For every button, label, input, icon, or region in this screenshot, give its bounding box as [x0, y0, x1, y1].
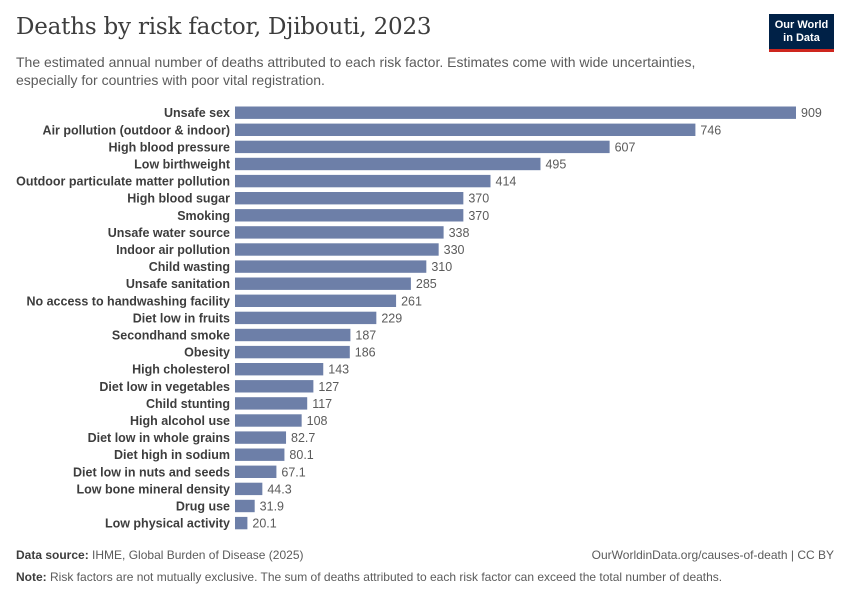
bar[interactable] — [235, 431, 287, 444]
bar[interactable] — [235, 414, 302, 427]
category-label: Outdoor particulate matter pollution — [16, 175, 230, 189]
bar[interactable] — [235, 243, 439, 256]
bar[interactable] — [235, 123, 696, 136]
data-source: Data source: IHME, Global Burden of Dise… — [16, 548, 303, 562]
category-label: Child stunting — [146, 397, 230, 411]
value-label: 187 — [355, 329, 376, 343]
value-label: 67.1 — [281, 465, 305, 479]
category-label: High alcohol use — [130, 414, 230, 428]
value-label: 414 — [496, 175, 517, 189]
category-label: Smoking — [177, 209, 230, 223]
logo-line-2: in Data — [783, 32, 820, 44]
category-label: Diet low in nuts and seeds — [73, 465, 230, 479]
value-label: 44.3 — [267, 482, 291, 496]
value-label: 117 — [312, 397, 332, 411]
value-label: 20.1 — [252, 517, 276, 531]
note-text: Risk factors are not mutually exclusive.… — [50, 570, 723, 584]
value-label: 495 — [545, 158, 566, 172]
bar[interactable] — [235, 482, 263, 496]
chart-title: Deaths by risk factor, Djibouti, 2023 — [16, 14, 432, 40]
bar-chart: Unsafe sex 909 Air pollution (outdoor & in… — [16, 106, 822, 531]
note-label: Note: — [16, 570, 47, 584]
category-label: Unsafe sex — [164, 106, 230, 120]
bar[interactable] — [235, 345, 350, 359]
bar[interactable] — [235, 380, 314, 393]
bar[interactable] — [235, 499, 255, 513]
bar[interactable] — [235, 311, 377, 325]
bar[interactable] — [235, 157, 541, 171]
license-text: | CC BY — [787, 548, 834, 562]
bar[interactable] — [235, 174, 491, 188]
category-label: Drug use — [176, 500, 230, 514]
value-label: 108 — [307, 414, 328, 428]
bar[interactable] — [235, 328, 351, 342]
value-label: 127 — [318, 380, 339, 394]
category-label: Unsafe sanitation — [126, 277, 230, 291]
value-label: 229 — [381, 311, 402, 325]
value-label: 285 — [416, 277, 437, 291]
value-label: 82.7 — [291, 431, 315, 445]
category-label: Diet low in vegetables — [99, 380, 230, 394]
bar[interactable] — [235, 226, 444, 239]
bar[interactable] — [235, 140, 610, 154]
bar[interactable] — [235, 260, 427, 273]
category-label: Low birthweight — [134, 158, 231, 172]
category-label: Obesity — [184, 346, 230, 360]
logo-line-1: Our World — [774, 19, 829, 31]
bar[interactable] — [235, 277, 411, 290]
category-label: Diet low in whole grains — [88, 431, 230, 445]
source-url-link[interactable]: OurWorldinData.org/causes-of-death — [591, 548, 788, 562]
value-label: 746 — [700, 123, 721, 137]
category-label: Diet high in sodium — [114, 448, 230, 462]
category-label: Low physical activity — [105, 517, 230, 531]
category-label: Low bone mineral density — [77, 482, 231, 496]
category-label: High blood pressure — [108, 140, 230, 154]
category-label: Diet low in fruits — [133, 311, 230, 325]
value-label: 370 — [468, 209, 489, 223]
value-label: 330 — [444, 243, 465, 257]
value-label: 607 — [615, 140, 636, 154]
owid-logo[interactable]: Our World in Data — [769, 14, 834, 52]
chart-note: Note: Risk factors are not mutually excl… — [16, 570, 722, 584]
value-label: 310 — [431, 260, 452, 274]
bar[interactable] — [235, 516, 248, 530]
value-label: 909 — [801, 106, 822, 120]
source-url: OurWorldinData.org/causes-of-death | CC … — [592, 548, 834, 562]
bar[interactable] — [235, 363, 324, 376]
data-source-text: IHME, Global Burden of Disease (2025) — [92, 548, 304, 562]
data-source-label: Data source: — [16, 548, 89, 562]
category-label: Unsafe water source — [108, 226, 230, 240]
value-label: 80.1 — [289, 448, 313, 462]
bar[interactable] — [235, 209, 464, 222]
chart-subtitle: The estimated annual number of deaths at… — [16, 54, 696, 88]
category-label: No access to handwashing facility — [26, 294, 230, 308]
value-label: 186 — [355, 346, 376, 360]
bar[interactable] — [235, 294, 397, 307]
value-label: 338 — [449, 226, 470, 240]
bar[interactable] — [235, 106, 796, 119]
bar[interactable] — [235, 397, 308, 410]
value-label: 143 — [328, 363, 349, 377]
bar[interactable] — [235, 448, 285, 461]
value-label: 261 — [401, 294, 422, 308]
category-label: High blood sugar — [127, 192, 230, 206]
category-label: Secondhand smoke — [112, 329, 230, 343]
category-label: Air pollution (outdoor & indoor) — [43, 123, 230, 137]
category-label: High cholesterol — [132, 363, 230, 377]
category-label: Child wasting — [149, 260, 230, 274]
value-label: 370 — [468, 192, 489, 206]
value-label: 31.9 — [260, 500, 284, 514]
category-label: Indoor air pollution — [116, 243, 230, 257]
bar[interactable] — [235, 192, 464, 205]
bar[interactable] — [235, 465, 277, 478]
